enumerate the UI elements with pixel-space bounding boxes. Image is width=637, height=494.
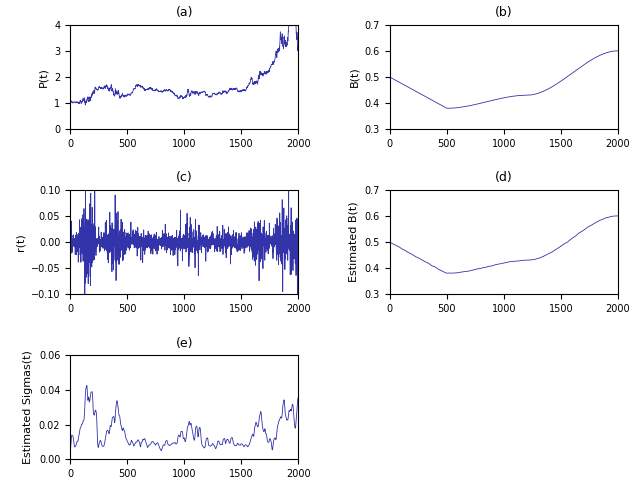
Y-axis label: r(t): r(t) bbox=[15, 233, 25, 251]
Title: (c): (c) bbox=[176, 171, 192, 184]
Title: (b): (b) bbox=[495, 6, 513, 19]
Title: (e): (e) bbox=[175, 336, 193, 350]
Title: (d): (d) bbox=[495, 171, 513, 184]
Title: (a): (a) bbox=[175, 6, 193, 19]
Y-axis label: Estimated Sigmas(t): Estimated Sigmas(t) bbox=[24, 350, 33, 464]
Y-axis label: Estimated B(t): Estimated B(t) bbox=[349, 202, 359, 283]
Y-axis label: B(t): B(t) bbox=[349, 67, 359, 87]
Y-axis label: P(t): P(t) bbox=[39, 67, 48, 87]
